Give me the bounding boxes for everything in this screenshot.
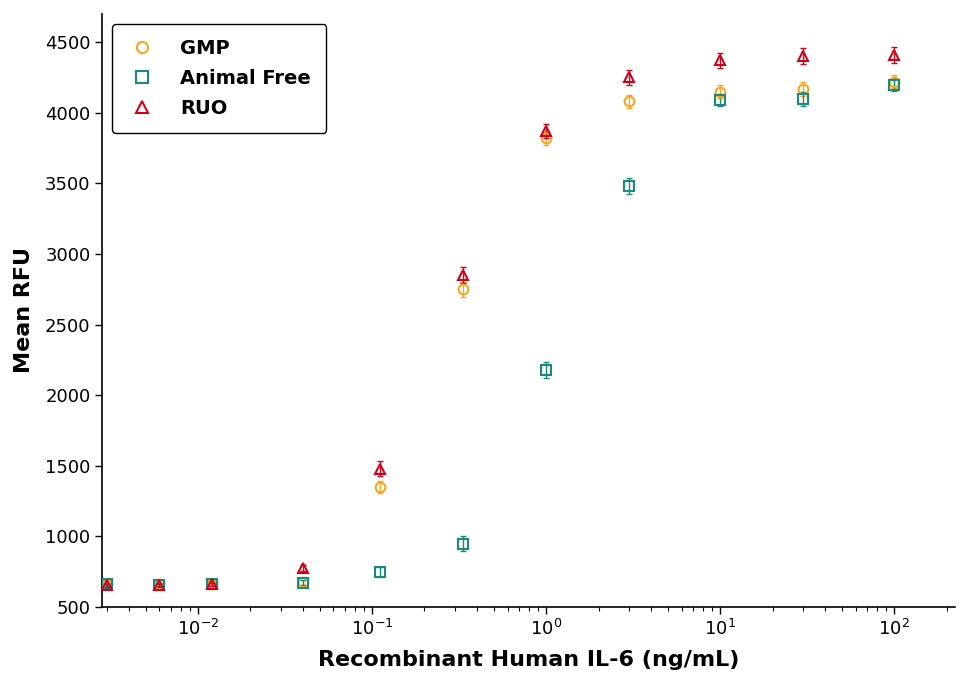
Y-axis label: Mean RFU: Mean RFU [14,248,34,373]
X-axis label: Recombinant Human IL-6 (ng/mL): Recombinant Human IL-6 (ng/mL) [318,650,739,670]
Legend: GMP, Animal Free, RUO: GMP, Animal Free, RUO [112,24,327,133]
